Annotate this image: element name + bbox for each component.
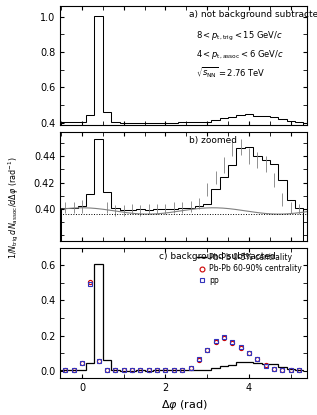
Text: $4 < p_{\rm t,assoc} < 6\ {\rm GeV}/c$: $4 < p_{\rm t,assoc} < 6\ {\rm GeV}/c$ xyxy=(196,48,284,61)
Legend: Pb-Pb 0-5% centrality, Pb-Pb 60-90% centrality, pp: Pb-Pb 0-5% centrality, Pb-Pb 60-90% cent… xyxy=(196,251,304,286)
Text: $1/N_{\rm trig}\,dN_{\rm assoc}/d\Delta\varphi\ ({\rm rad}^{-1})$: $1/N_{\rm trig}\,dN_{\rm assoc}/d\Delta\… xyxy=(6,156,21,259)
X-axis label: $\Delta\varphi$ (rad): $\Delta\varphi$ (rad) xyxy=(160,398,207,412)
Text: b) zoomed: b) zoomed xyxy=(189,136,237,145)
Text: a) not background subtracted: a) not background subtracted xyxy=(189,10,317,19)
Text: $\sqrt{s_{\rm NN}} = 2.76\ {\rm TeV}$: $\sqrt{s_{\rm NN}} = 2.76\ {\rm TeV}$ xyxy=(196,66,266,79)
Text: $8 < p_{\rm t,trig} < 15\ {\rm GeV}/c$: $8 < p_{\rm t,trig} < 15\ {\rm GeV}/c$ xyxy=(196,30,283,43)
Text: c) background subtracted: c) background subtracted xyxy=(159,251,276,261)
